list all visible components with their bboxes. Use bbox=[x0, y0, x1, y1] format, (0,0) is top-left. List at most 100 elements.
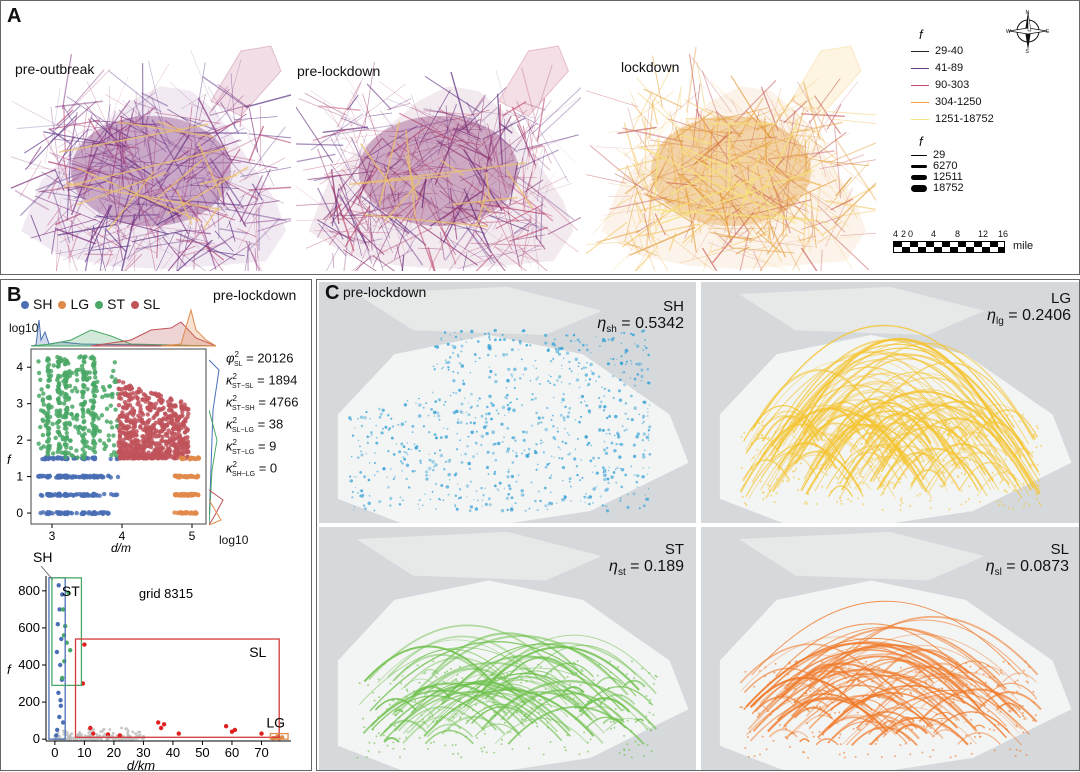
point bbox=[641, 668, 643, 670]
point bbox=[939, 454, 941, 456]
point bbox=[494, 338, 497, 341]
point bbox=[538, 699, 540, 701]
point bbox=[939, 699, 941, 701]
point bbox=[626, 361, 628, 363]
point bbox=[643, 432, 646, 435]
point bbox=[183, 430, 187, 434]
eta-lg-name: LG bbox=[987, 290, 1071, 307]
point bbox=[470, 330, 474, 334]
point bbox=[75, 378, 79, 382]
point bbox=[643, 755, 645, 757]
point bbox=[926, 448, 928, 450]
eta-sh: SH ηsh = 0.5342 bbox=[597, 298, 684, 335]
point bbox=[124, 406, 128, 410]
point bbox=[102, 388, 106, 392]
point bbox=[537, 464, 539, 466]
map-title-pre-outbreak: pre-outbreak bbox=[15, 61, 94, 77]
point bbox=[850, 500, 852, 502]
point bbox=[55, 421, 59, 425]
point bbox=[974, 685, 976, 687]
point bbox=[877, 449, 879, 451]
point bbox=[87, 732, 90, 735]
point bbox=[37, 442, 41, 446]
point bbox=[489, 503, 492, 506]
point bbox=[592, 471, 594, 473]
point bbox=[374, 462, 376, 464]
point bbox=[940, 479, 942, 481]
point bbox=[420, 462, 422, 464]
point bbox=[604, 387, 607, 390]
point bbox=[613, 449, 616, 452]
point bbox=[71, 454, 75, 458]
point bbox=[109, 420, 113, 424]
point bbox=[422, 719, 424, 721]
point bbox=[467, 402, 468, 403]
point bbox=[104, 393, 108, 397]
point bbox=[967, 743, 969, 745]
point bbox=[968, 691, 970, 693]
point bbox=[770, 714, 772, 716]
point bbox=[374, 474, 376, 476]
point bbox=[563, 498, 565, 500]
point bbox=[548, 374, 549, 375]
point bbox=[963, 448, 965, 450]
point bbox=[909, 431, 911, 433]
point bbox=[368, 750, 370, 752]
point bbox=[614, 364, 615, 365]
point bbox=[580, 500, 581, 501]
point bbox=[543, 451, 545, 453]
point bbox=[992, 472, 994, 474]
panel-c: C pre-lockdown SH ηsh = 0.5342 LG ηlg = … bbox=[316, 279, 1080, 771]
point bbox=[592, 457, 595, 460]
point bbox=[557, 431, 559, 433]
point bbox=[909, 721, 911, 723]
point bbox=[374, 700, 376, 702]
point bbox=[556, 503, 558, 505]
point bbox=[582, 670, 584, 672]
point bbox=[428, 431, 430, 433]
point bbox=[466, 496, 467, 497]
point bbox=[766, 748, 768, 750]
point bbox=[547, 380, 549, 382]
point bbox=[379, 416, 382, 419]
point bbox=[137, 731, 140, 734]
point bbox=[639, 507, 641, 509]
point bbox=[397, 424, 399, 426]
point bbox=[56, 425, 60, 429]
point bbox=[559, 449, 560, 450]
point bbox=[532, 393, 534, 395]
point bbox=[1033, 701, 1035, 703]
point bbox=[795, 468, 797, 470]
point bbox=[46, 492, 50, 496]
point bbox=[762, 437, 764, 439]
point bbox=[85, 474, 89, 478]
point bbox=[461, 461, 464, 464]
point bbox=[502, 406, 506, 410]
point bbox=[392, 425, 394, 427]
point bbox=[648, 433, 650, 435]
point bbox=[961, 503, 963, 505]
legend-width-swatch bbox=[911, 155, 927, 156]
point bbox=[51, 451, 55, 455]
point bbox=[382, 428, 384, 430]
point bbox=[414, 700, 416, 702]
point bbox=[1005, 470, 1007, 472]
point bbox=[433, 366, 435, 368]
point bbox=[403, 451, 405, 453]
point bbox=[56, 622, 60, 626]
point bbox=[75, 738, 78, 741]
point bbox=[162, 455, 166, 459]
point bbox=[1019, 750, 1021, 752]
point bbox=[466, 484, 469, 487]
point bbox=[641, 363, 643, 365]
point bbox=[46, 367, 50, 371]
point bbox=[577, 703, 579, 705]
point bbox=[1035, 436, 1037, 438]
point bbox=[394, 714, 396, 716]
point bbox=[573, 457, 576, 460]
point bbox=[435, 436, 438, 439]
point bbox=[526, 334, 527, 335]
point bbox=[399, 503, 401, 505]
point bbox=[120, 387, 124, 391]
point bbox=[81, 414, 85, 418]
